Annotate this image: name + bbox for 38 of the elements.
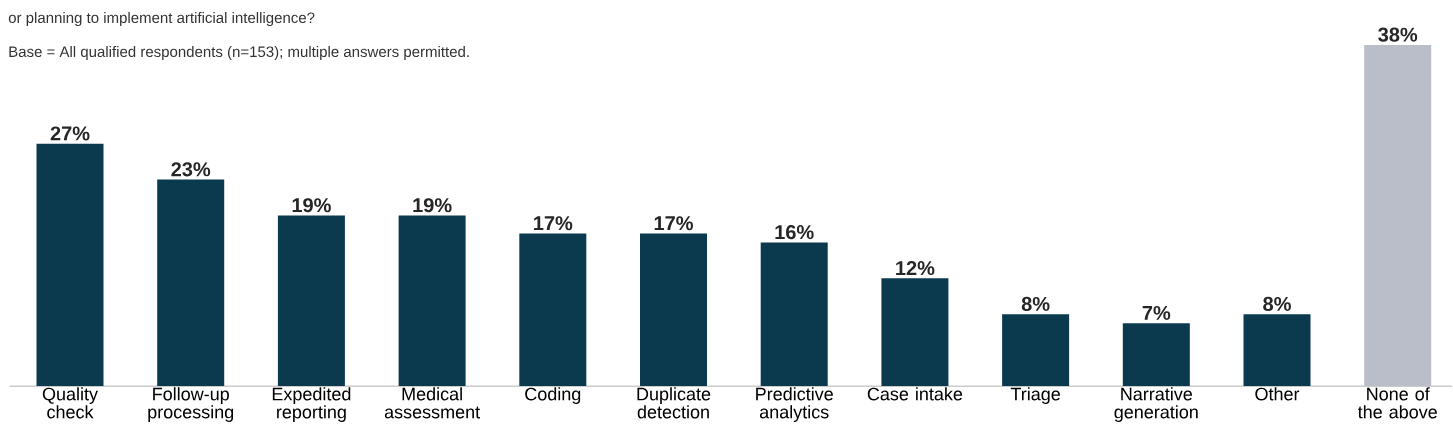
data-label: 17% [534, 216, 573, 231]
x-tick-label: Narrative generation [1114, 387, 1198, 422]
x-tick-label: Predictive analytics [756, 387, 833, 422]
data-label: 8% [1021, 296, 1050, 311]
bar [157, 179, 225, 386]
bar [36, 143, 104, 386]
bar [1243, 314, 1311, 386]
data-label: 12% [896, 261, 935, 276]
data-label: 19% [292, 198, 331, 213]
x-tick-label: Case intake [867, 387, 963, 401]
bar [1002, 314, 1070, 386]
x-tick-label: Medical assessment [384, 387, 480, 419]
text: or planning to implement artificial intelligence? [8, 12, 315, 26]
data-label: 27% [50, 126, 90, 141]
x-tick-label: Triage [1010, 387, 1060, 404]
x-tick-label: Other [1255, 387, 1300, 401]
data-label: 16% [775, 225, 814, 240]
bar [277, 215, 345, 386]
bar [398, 215, 466, 386]
data-label: 8% [1263, 296, 1291, 311]
data-label: 19% [413, 198, 452, 213]
bar [640, 233, 708, 386]
bar [881, 278, 949, 386]
x-tick-label: Expedited reporting [272, 387, 351, 422]
bar [1364, 45, 1432, 386]
data-label: 17% [654, 216, 693, 231]
x-tick-label: Duplicate detection [637, 387, 711, 419]
bar [1122, 323, 1190, 386]
x-tick-label: Follow-up processing [148, 387, 234, 422]
x-tick-label: Coding [525, 387, 581, 404]
bar [760, 242, 828, 386]
x-tick-label: None of the above [1357, 387, 1437, 419]
bar [519, 233, 587, 386]
data-label: 7% [1142, 305, 1171, 320]
data-label: 38% [1378, 27, 1418, 42]
annotation: Base = All qualified respondents (n=153); multiple answers permitted. [9, 46, 469, 60]
data-label: 23% [171, 162, 211, 177]
x-tick-label: Quality check [42, 387, 98, 419]
